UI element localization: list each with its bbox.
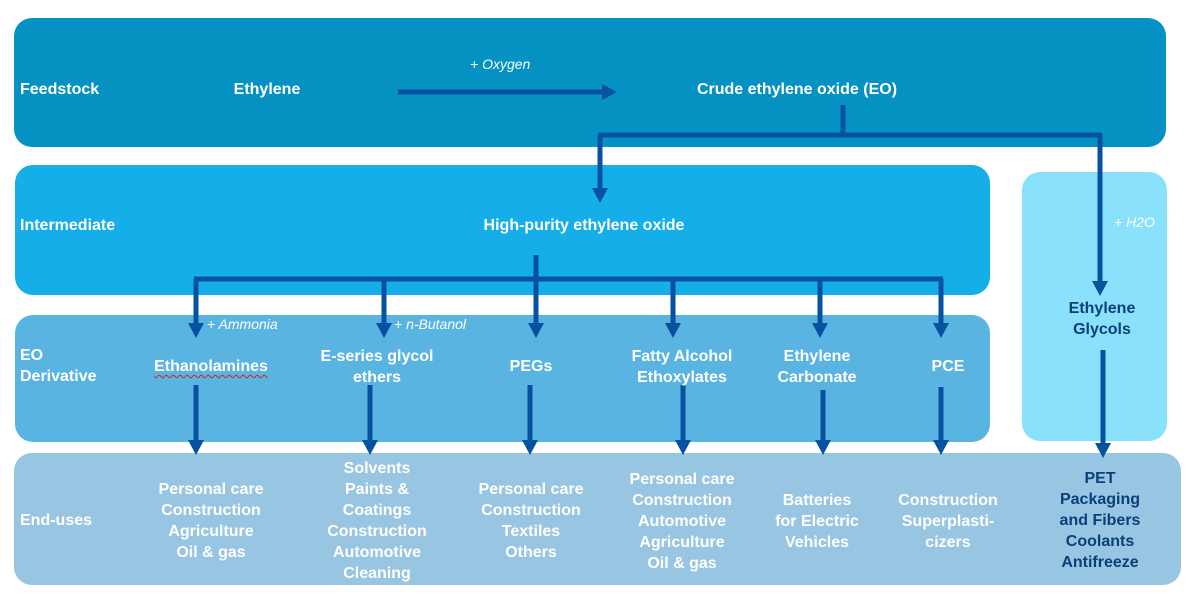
- arrowhead: [933, 440, 949, 455]
- row-label-feedstock: Feedstock: [20, 81, 100, 98]
- arrowhead: [188, 323, 204, 338]
- arrowhead: [1092, 281, 1108, 296]
- feedstock-band: [14, 18, 1166, 147]
- arrowhead: [812, 323, 828, 338]
- arrowhead: [933, 323, 949, 338]
- derivative-name: E-series glycol ethers: [320, 348, 434, 386]
- derivative-band: [15, 315, 990, 442]
- row-label-end-uses: End-uses: [20, 512, 93, 529]
- ammonia-reagent: + Ammonia: [207, 316, 278, 332]
- butanol-reagent: + n-Butanol: [394, 316, 466, 332]
- h2o-reagent: + H2O: [1114, 214, 1155, 230]
- arrowhead: [602, 84, 617, 100]
- oxygen-reagent: + Oxygen: [470, 56, 531, 72]
- ethylene: Ethylene: [233, 81, 301, 98]
- derivative-end-uses: Batteries for Electric Vehicles: [775, 492, 859, 551]
- derivative-end-uses: Personal care Construction Textiles Othe…: [478, 481, 584, 561]
- derivative-name: PEGs: [509, 358, 553, 375]
- derivative-end-uses: Solvents Paints & Coatings Construction …: [327, 460, 427, 582]
- crude-eo: Crude ethylene oxide (EO): [696, 81, 898, 98]
- end-uses-band: [14, 453, 1181, 585]
- arrowhead: [188, 440, 204, 455]
- derivative-end-uses: Construction Superplasti- cizers: [898, 492, 998, 551]
- high-purity-eo: High-purity ethylene oxide: [483, 217, 685, 234]
- intermediate-band: [15, 165, 990, 295]
- derivative-end-uses: Personal care Construction Automotive Ag…: [629, 471, 735, 572]
- arrowhead: [1095, 443, 1111, 458]
- arrowhead: [675, 440, 691, 455]
- derivative-name: Ethanolamines: [154, 358, 268, 375]
- arrowhead: [362, 440, 378, 455]
- derivative-name: PCE: [931, 358, 965, 375]
- derivative-name: Fatty Alcohol Ethoxylates: [631, 348, 733, 386]
- glycol-box: [1022, 172, 1167, 441]
- derivative-name: Ethylene Carbonate: [777, 348, 857, 386]
- arrowhead: [815, 440, 831, 455]
- arrowhead: [528, 323, 544, 338]
- row-label-intermediate: Intermediate: [20, 217, 116, 234]
- glycol-end-uses: PET Packaging and Fibers Coolants Antifr…: [1059, 470, 1141, 571]
- arrowhead: [376, 323, 392, 338]
- arrowhead: [592, 188, 608, 203]
- row-label-derivative: EO Derivative: [20, 347, 97, 385]
- derivative-end-uses: Personal care Construction Agriculture O…: [158, 481, 264, 561]
- arrowhead: [665, 323, 681, 338]
- ethylene-glycols: Ethylene Glycols: [1068, 300, 1136, 338]
- arrowhead: [522, 440, 538, 455]
